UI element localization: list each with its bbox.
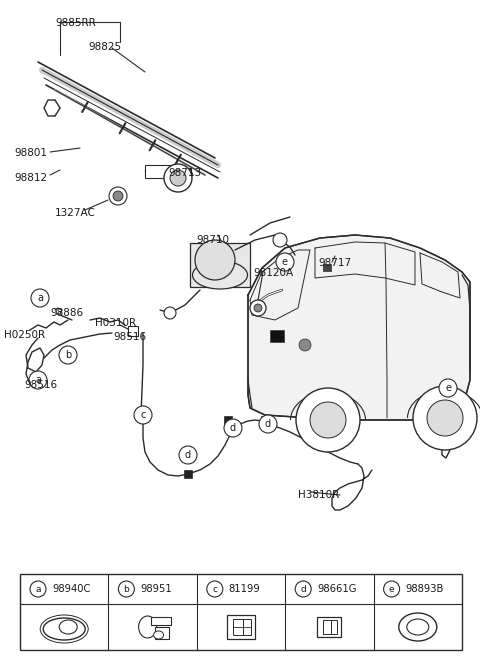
Bar bbox=[227, 615, 255, 639]
Text: 98801: 98801 bbox=[14, 148, 47, 158]
Ellipse shape bbox=[399, 613, 437, 641]
Text: a: a bbox=[37, 293, 43, 303]
Bar bbox=[190, 243, 250, 287]
Bar bbox=[233, 619, 243, 635]
Circle shape bbox=[259, 415, 277, 433]
Circle shape bbox=[31, 289, 49, 307]
Polygon shape bbox=[248, 235, 470, 420]
Circle shape bbox=[134, 406, 152, 424]
Text: 98717: 98717 bbox=[318, 258, 351, 268]
Text: H0310R: H0310R bbox=[95, 318, 136, 328]
Text: 98516: 98516 bbox=[24, 380, 57, 390]
Bar bbox=[155, 627, 168, 639]
Text: 98951: 98951 bbox=[140, 584, 172, 594]
Circle shape bbox=[439, 379, 457, 397]
Text: 98516: 98516 bbox=[113, 332, 146, 342]
Text: c: c bbox=[212, 584, 217, 594]
Circle shape bbox=[250, 300, 266, 316]
Bar bbox=[243, 619, 251, 635]
Text: 98713: 98713 bbox=[168, 168, 201, 178]
Circle shape bbox=[224, 419, 242, 437]
Text: d: d bbox=[265, 419, 271, 429]
Text: 98120A: 98120A bbox=[253, 268, 293, 278]
Bar bbox=[145, 165, 175, 178]
Circle shape bbox=[170, 170, 186, 186]
Ellipse shape bbox=[139, 616, 156, 638]
Circle shape bbox=[310, 402, 346, 438]
Text: 81199: 81199 bbox=[229, 584, 261, 594]
Bar bbox=[261, 416, 269, 424]
Text: a: a bbox=[35, 375, 41, 385]
Text: e: e bbox=[389, 584, 395, 594]
Circle shape bbox=[296, 388, 360, 452]
Circle shape bbox=[109, 187, 127, 205]
Text: H0250R: H0250R bbox=[4, 330, 45, 340]
Bar bbox=[184, 470, 192, 478]
Bar bbox=[270, 330, 284, 342]
Circle shape bbox=[273, 233, 287, 247]
Circle shape bbox=[29, 371, 47, 389]
Circle shape bbox=[384, 581, 399, 597]
Text: 98661G: 98661G bbox=[317, 584, 357, 594]
Bar bbox=[224, 416, 232, 424]
Circle shape bbox=[119, 581, 134, 597]
Circle shape bbox=[413, 386, 477, 450]
Circle shape bbox=[254, 304, 262, 312]
Text: 98825: 98825 bbox=[88, 42, 121, 52]
Ellipse shape bbox=[154, 631, 164, 639]
Circle shape bbox=[179, 446, 197, 464]
Text: 98710: 98710 bbox=[196, 235, 229, 245]
Ellipse shape bbox=[43, 618, 85, 640]
Ellipse shape bbox=[192, 261, 248, 289]
Text: 98886: 98886 bbox=[50, 308, 83, 318]
Ellipse shape bbox=[407, 619, 429, 635]
Bar bbox=[323, 264, 331, 271]
Circle shape bbox=[207, 581, 223, 597]
Circle shape bbox=[59, 346, 77, 364]
Text: H3810R: H3810R bbox=[298, 490, 339, 500]
Text: d: d bbox=[300, 584, 306, 594]
Circle shape bbox=[30, 581, 46, 597]
Bar bbox=[151, 617, 170, 625]
Circle shape bbox=[164, 307, 176, 319]
Text: 98812: 98812 bbox=[14, 173, 47, 183]
Text: d: d bbox=[230, 423, 236, 433]
Text: d: d bbox=[185, 450, 191, 460]
Bar bbox=[20, 574, 462, 650]
Text: b: b bbox=[123, 584, 129, 594]
Ellipse shape bbox=[195, 240, 235, 280]
Circle shape bbox=[427, 400, 463, 436]
Text: 1327AC: 1327AC bbox=[55, 208, 96, 218]
Text: 9885RR: 9885RR bbox=[55, 18, 96, 28]
Circle shape bbox=[164, 164, 192, 192]
Bar bbox=[317, 617, 341, 637]
Circle shape bbox=[295, 581, 311, 597]
Text: 98893B: 98893B bbox=[406, 584, 444, 594]
Circle shape bbox=[276, 253, 294, 271]
Circle shape bbox=[299, 339, 311, 351]
Circle shape bbox=[113, 191, 123, 201]
Ellipse shape bbox=[59, 620, 77, 634]
Text: e: e bbox=[282, 257, 288, 267]
Bar bbox=[128, 326, 138, 336]
Text: a: a bbox=[35, 584, 41, 594]
Text: b: b bbox=[65, 350, 71, 360]
Text: 98940C: 98940C bbox=[52, 584, 90, 594]
Bar bbox=[331, 620, 337, 634]
Text: e: e bbox=[445, 383, 451, 393]
Bar bbox=[324, 620, 331, 634]
Text: c: c bbox=[140, 410, 146, 420]
